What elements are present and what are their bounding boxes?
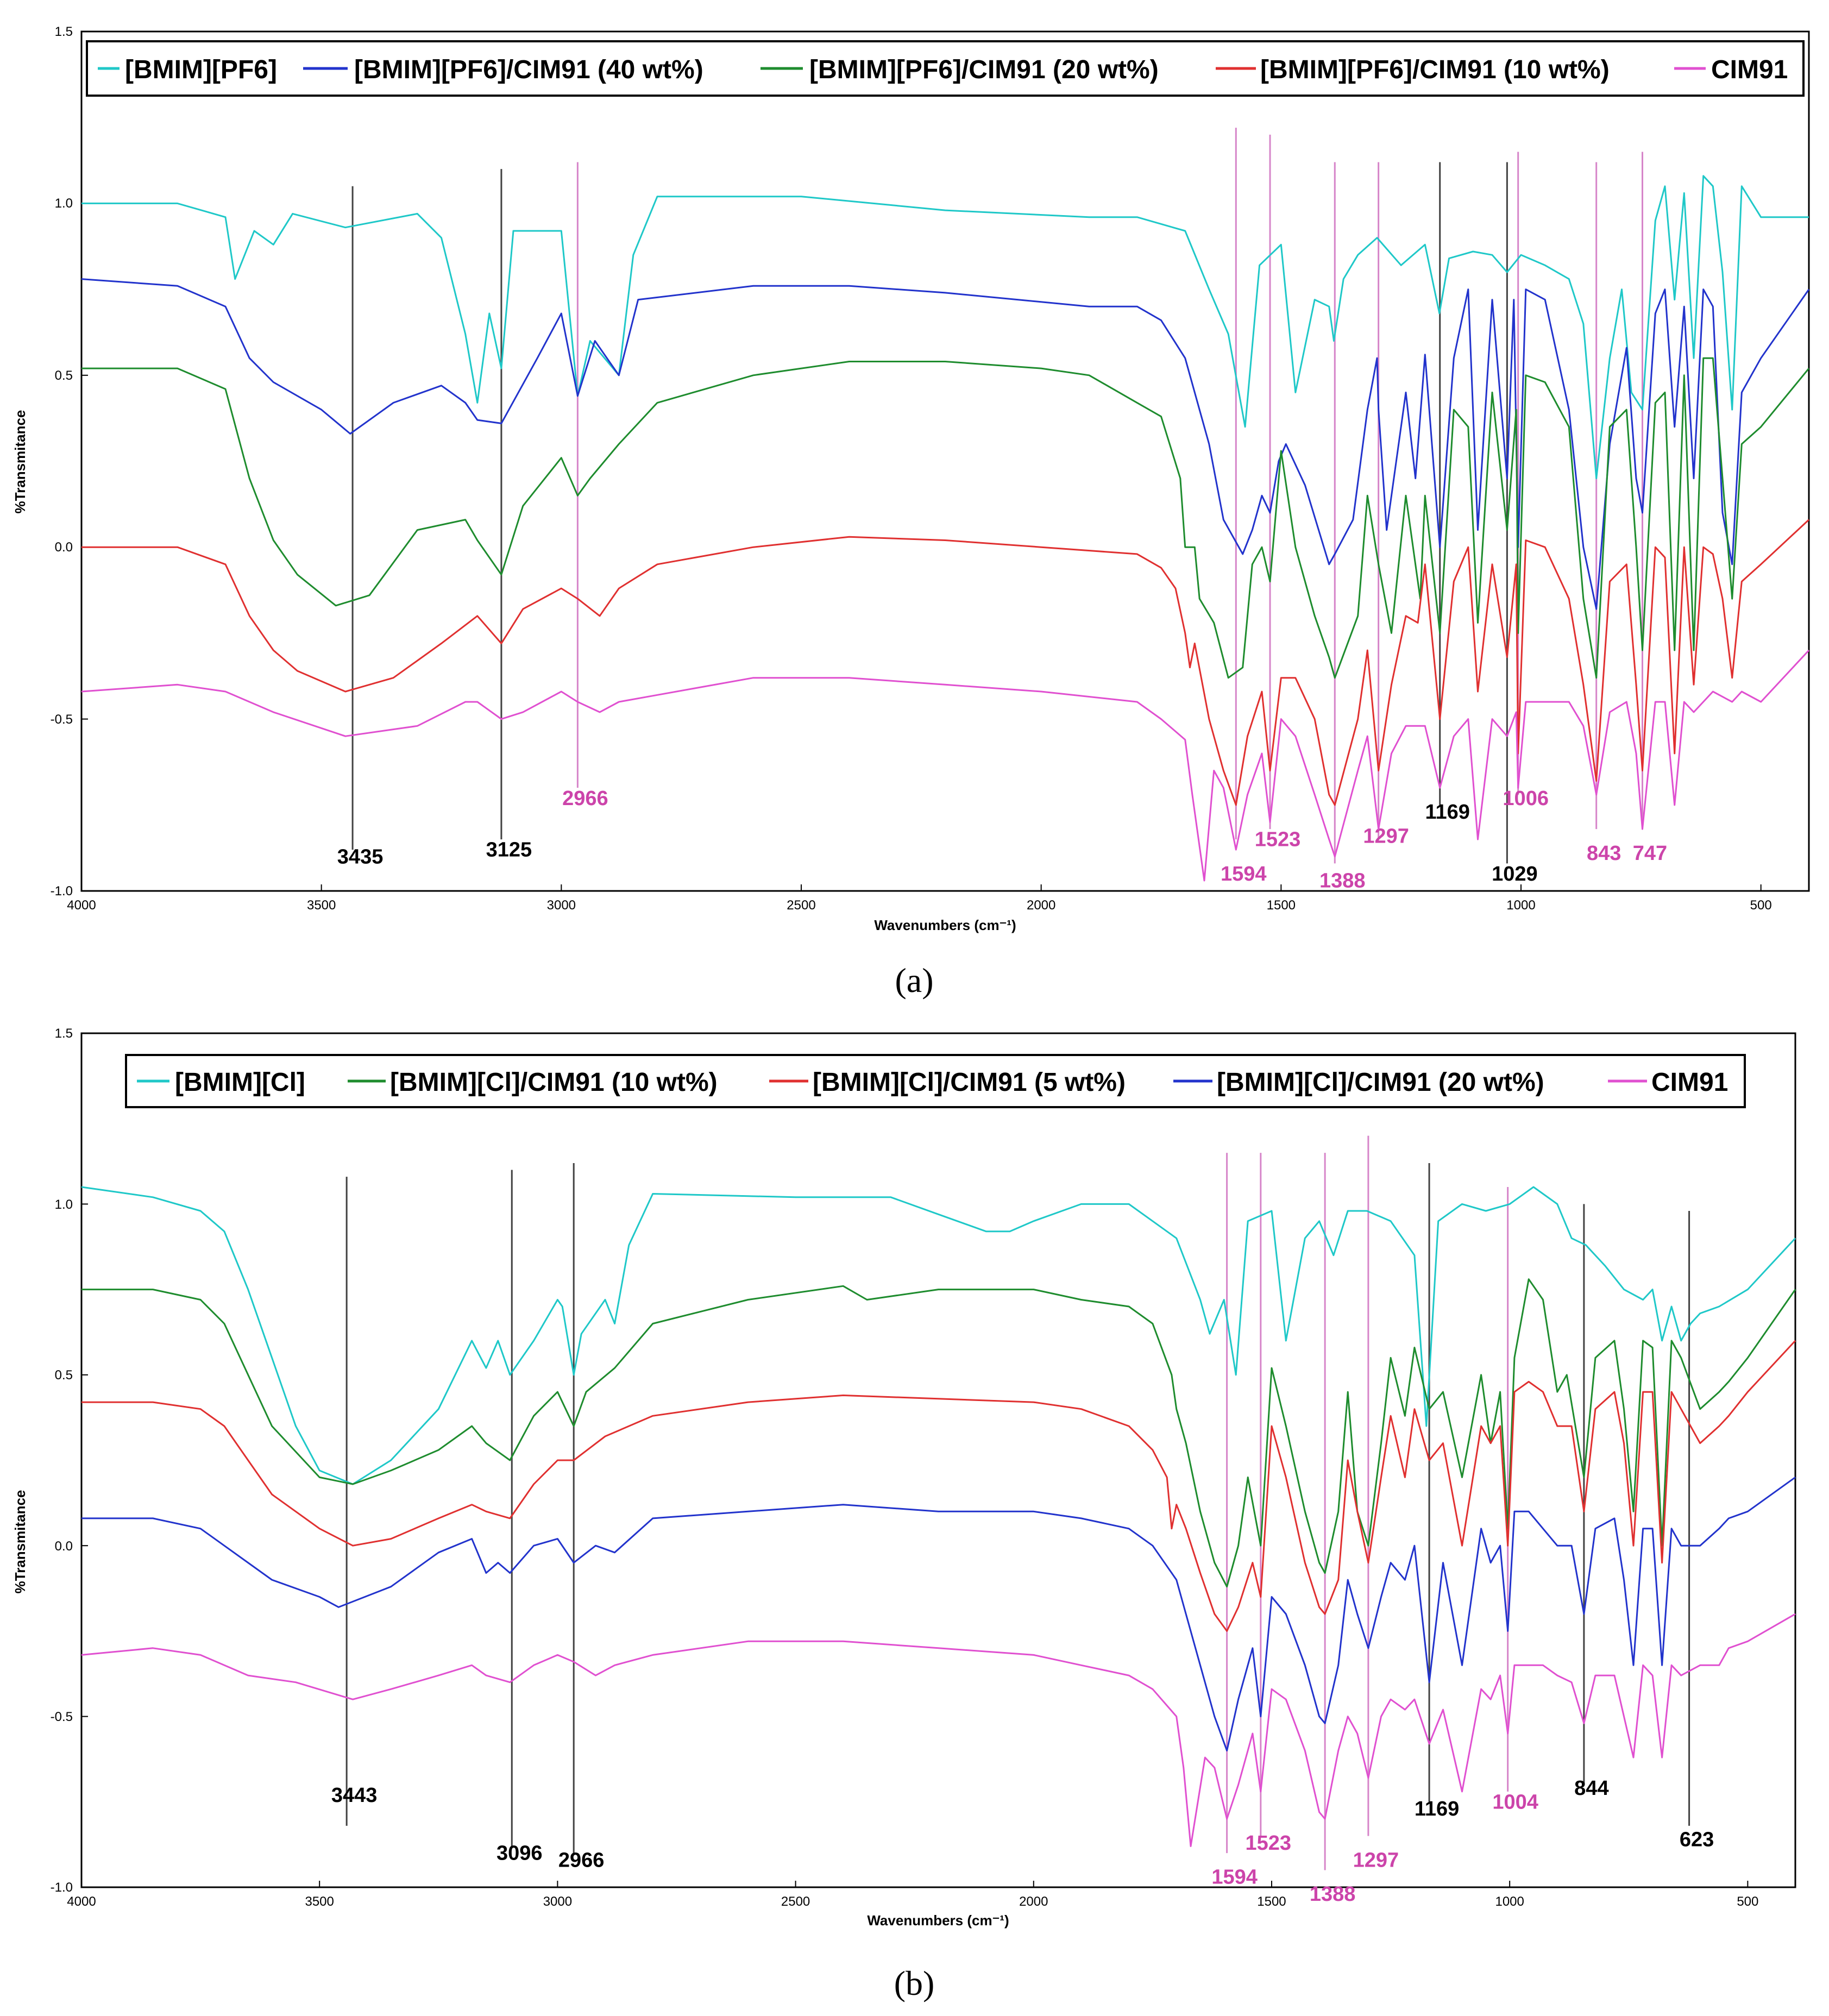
chart-a-xtick: 2500 (787, 898, 815, 913)
chart-b-xlabel: Wavenumbers (cm⁻¹) (867, 1912, 1009, 1929)
chart-a-panel-label: (a) (895, 961, 933, 1000)
chart-b-plot-area (80, 1032, 1796, 1888)
annotation-label-843: 843 (1587, 842, 1621, 865)
chart-a-annotations: 3435 3125 2966 1594 1523 1388 1297 1169 1029 1006… (337, 128, 1667, 893)
chart-b-ytick: -0.5 (51, 1710, 73, 1724)
chart-b-series-2 (81, 1340, 1796, 1632)
chart-b-ytick: 0.0 (55, 1539, 73, 1554)
legend-b-label-0: [BMIM][Cl] (175, 1068, 305, 1097)
annotation-label-623: 623 (1680, 1829, 1714, 1851)
annotation-label-1297: 1297 (1353, 1849, 1399, 1871)
annotation-label-1297: 1297 (1363, 825, 1409, 847)
chart-a-panel: %Transmitance 1.5 1.0 0.5 0.0 -0.5 -1.0 … (12, 24, 1810, 1000)
annotation-label-3435: 3435 (337, 845, 384, 868)
chart-b-xtick: 2000 (1019, 1894, 1048, 1909)
legend-a-label-0: [BMIM][PF6] (125, 55, 277, 84)
chart-a-series-2 (81, 357, 1810, 679)
legend-a-label-3: [BMIM][PF6]/CIM91 (10 wt%) (1260, 55, 1610, 84)
chart-b-ytick: 0.5 (55, 1368, 73, 1383)
chart-a-series (81, 175, 1810, 882)
chart-a-xtick: 3500 (307, 898, 336, 913)
chart-b-annotations: 3443 3096 2966 1594 1523 1388 1297 1169 1004 844 6… (331, 1135, 1714, 1906)
chart-a-series-3 (81, 519, 1810, 806)
annotation-label-1388: 1388 (1310, 1883, 1356, 1906)
legend-b-label-3: [BMIM][Cl]/CIM91 (20 wt%) (1217, 1068, 1544, 1097)
chart-b-series-4 (81, 1613, 1796, 1847)
chart-b-series-0 (81, 1186, 1796, 1485)
chart-b-xtick: 1000 (1495, 1894, 1524, 1909)
legend-b-label-2: [BMIM][Cl]/CIM91 (5 wt%) (813, 1068, 1126, 1097)
annotation-label-1169: 1169 (1415, 1798, 1459, 1820)
chart-a-xtick: 2000 (1027, 898, 1055, 913)
legend-b-label-4: CIM91 (1651, 1068, 1728, 1097)
chart-b-legend: [BMIM][Cl] [BMIM][Cl]/CIM91 (10 wt%) [BM… (125, 1054, 1746, 1108)
legend-a-label-1: [BMIM][PF6]/CIM91 (40 wt%) (354, 55, 703, 84)
chart-b-panel: %Transmitance 1.5 1.0 0.5 0.0 -0.5 -1.0 … (12, 1026, 1796, 2002)
chart-a-plot-area (80, 30, 1810, 892)
chart-b-xtick: 4000 (67, 1894, 96, 1909)
chart-a-xticks: 4000 3500 3000 2500 2000 1500 1000 500 (67, 31, 1772, 913)
chart-b-xtick: 1500 (1257, 1894, 1286, 1909)
annotation-label-1169: 1169 (1425, 801, 1469, 824)
annotation-label-1006: 1006 (1503, 787, 1549, 810)
chart-b-ylabel: %Transmitance (12, 1490, 28, 1594)
chart-a-yticks: 1.5 1.0 0.5 0.0 -0.5 -1.0 (51, 24, 73, 899)
chart-b-ytick: 1.5 (55, 1026, 73, 1041)
chart-a-xtick: 4000 (67, 898, 96, 913)
legend-a-label-2: [BMIM][PF6]/CIM91 (20 wt%) (809, 55, 1159, 84)
annotation-label-747: 747 (1633, 842, 1667, 865)
annotation-label-1594: 1594 (1221, 863, 1267, 885)
annotation-label-1594: 1594 (1211, 1866, 1258, 1889)
chart-b-series-3 (81, 1477, 1796, 1751)
chart-b-xtick: 2500 (781, 1894, 810, 1909)
chart-a-legend: [BMIM][PF6] [BMIM][PF6]/CIM91 (40 wt%) [… (86, 40, 1805, 97)
chart-a-ytick: 0.0 (55, 540, 73, 555)
chart-a-series-4 (81, 649, 1810, 882)
chart-a-series-0 (81, 175, 1809, 480)
chart-b-series (81, 1186, 1796, 1847)
annotation-label-1523: 1523 (1255, 828, 1301, 851)
legend-b-label-1: [BMIM][Cl]/CIM91 (10 wt%) (390, 1068, 718, 1097)
chart-a-ytick: -1.0 (51, 884, 73, 899)
annotation-label-3096: 3096 (496, 1842, 543, 1865)
annotation-label-2966: 2966 (558, 1849, 605, 1871)
chart-a-series-1 (81, 278, 1810, 610)
annotation-label-1004: 1004 (1492, 1791, 1538, 1813)
annotation-label-1029: 1029 (1492, 863, 1538, 885)
chart-a-ytick: 1.0 (55, 196, 73, 211)
chart-b-legend-box (125, 1054, 1746, 1108)
chart-a-ytick: 1.5 (55, 24, 73, 39)
chart-a-ytick: 0.5 (55, 368, 73, 383)
annotation-label-3443: 3443 (331, 1784, 378, 1807)
chart-b-xticks: 4000 3500 3000 2500 2000 1500 1000 500 (67, 1033, 1758, 1909)
chart-a-xlabel: Wavenumbers (cm⁻¹) (874, 917, 1016, 933)
chart-b-panel-label: (b) (894, 1964, 935, 2002)
legend-a-label-4: CIM91 (1711, 55, 1788, 84)
chart-a-ylabel: %Transmitance (12, 410, 28, 514)
chart-a-ytick: -0.5 (51, 712, 73, 727)
chart-a-xtick: 500 (1750, 898, 1772, 913)
annotation-label-3125: 3125 (486, 839, 532, 862)
annotation-label-1523: 1523 (1246, 1832, 1292, 1855)
chart-a-legend-box (86, 40, 1805, 97)
chart-b-series-1 (81, 1278, 1796, 1588)
chart-a-xtick: 3000 (547, 898, 576, 913)
chart-b-yticks: 1.5 1.0 0.5 0.0 -0.5 -1.0 (51, 1026, 73, 1895)
chart-b-xtick: 3000 (543, 1894, 572, 1909)
chart-a-xtick: 1000 (1506, 898, 1535, 913)
annotation-label-844: 844 (1574, 1777, 1608, 1800)
chart-b-xtick: 3500 (305, 1894, 334, 1909)
annotation-label-1388: 1388 (1319, 870, 1366, 893)
chart-b-ytick: -1.0 (51, 1880, 73, 1895)
chart-a-xtick: 1500 (1267, 898, 1296, 913)
chart-b-xtick: 500 (1737, 1894, 1758, 1909)
annotation-label-2966: 2966 (562, 787, 608, 810)
chart-b-ytick: 1.0 (55, 1197, 73, 1212)
